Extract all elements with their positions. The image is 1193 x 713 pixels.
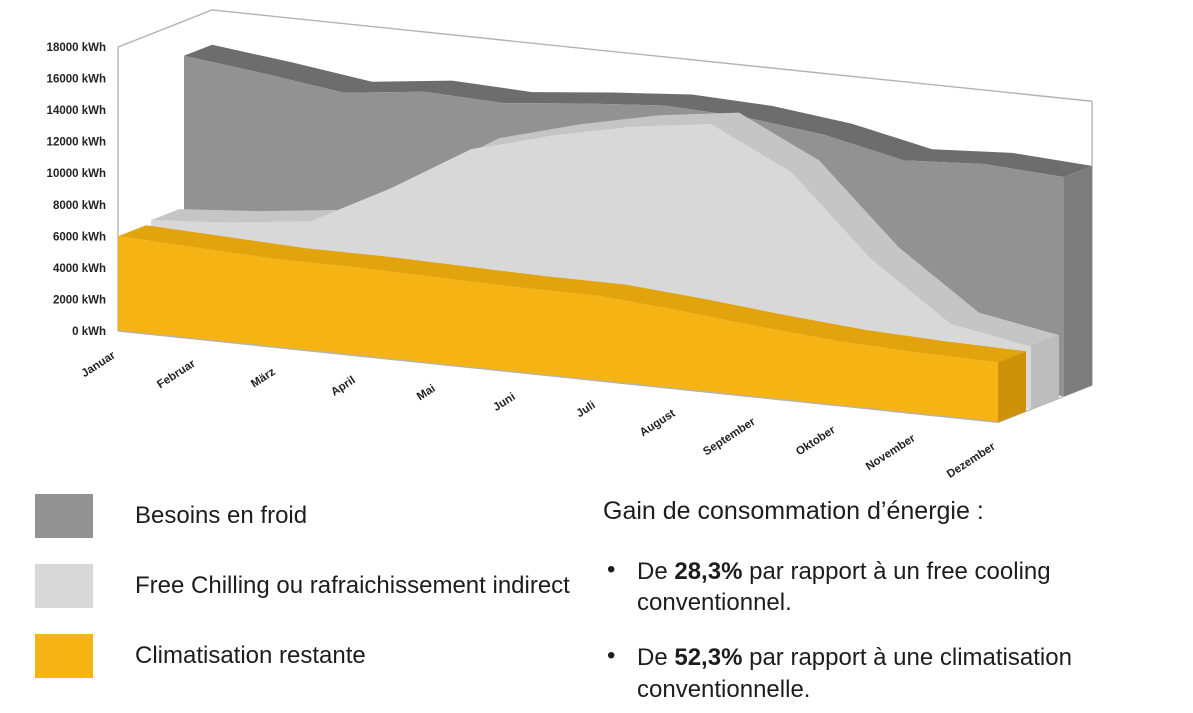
legend-swatch-climatisation [35,634,93,678]
bullet-marker: • [607,556,616,583]
gain-percent-climatisation: 52,3% [674,644,743,672]
x-axis-month-label: Juli [574,399,597,420]
legend-label-besoins: Besoins en froid [135,502,308,530]
bullet-marker: • [607,642,616,670]
legend-item-besoins: Besoins en froid [35,494,570,538]
x-axis-month-label: November [864,432,918,473]
y-axis-tick-label: 4000 kWh [53,263,106,275]
x-axis-month-label: März [249,366,278,390]
x-axis-month-label: August [638,407,678,439]
x-axis-month-label: April [329,374,358,398]
y-axis-tick-label: 18000 kWh [47,42,106,54]
gain-percent-free-cooling: 28,3% [674,558,743,585]
y-axis-tick-label: 0 kWh [72,326,106,338]
legend-item-climatisation: Climatisation restante [35,634,570,678]
y-axis-tick-label: 14000 kWh [47,105,106,117]
legend-label-free-chilling: Free Chilling ou rafraichissement indire… [135,572,570,600]
energy-area-chart: 0 kWh 2000 kWh 4000 kWh 6000 kWh 8000 kWh 100… [47,9,1093,478]
x-axis-month-label: Dezember [945,440,998,478]
gain-bullet-text: De 52,3% par rapport à une climatisation… [637,644,1072,703]
x-axis-month-label: Oktober [794,424,838,458]
gain-bullet-climatisation: • De 52,3% par rapport à une climatisati… [603,642,1178,704]
energy-gain-panel: Gain de consommation d’énergie : • De 28… [603,497,1178,713]
chart-area: 0 kWh 2000 kWh 4000 kWh 6000 kWh 8000 kWh 100… [47,9,1093,478]
y-axis-tick-label: 12000 kWh [47,137,106,149]
x-axis-month-label: September [701,416,758,459]
gain-bullet-free-cooling: • De 28,3% par rapport à un free cooling… [603,556,1178,618]
y-axis-tick-label: 2000 kWh [53,294,106,306]
chart-legend: Besoins en froid Free Chilling ou rafrai… [35,494,570,704]
y-axis-tick-label: 16000 kWh [47,74,106,86]
y-axis-tick-label: 8000 kWh [53,200,106,212]
y-axis-tick-label: 10000 kWh [47,168,106,180]
legend-swatch-besoins [35,494,93,538]
legend-swatch-free-chilling [35,564,93,608]
x-axis-month-label: Februar [155,357,198,391]
x-axis-month-label: Mai [415,383,438,404]
y-axis-tick-label: 6000 kWh [53,231,106,243]
x-axis-month-label: Juni [491,391,517,414]
legend-label-climatisation: Climatisation restante [135,642,366,670]
legend-item-free-chilling: Free Chilling ou rafraichissement indire… [35,564,570,608]
energy-gain-title: Gain de consommation d’énergie : [603,497,984,525]
gain-bullet-text: De 28,3% par rapport à un free cooling c… [637,558,1051,617]
x-axis-month-label: Januar [79,349,118,380]
